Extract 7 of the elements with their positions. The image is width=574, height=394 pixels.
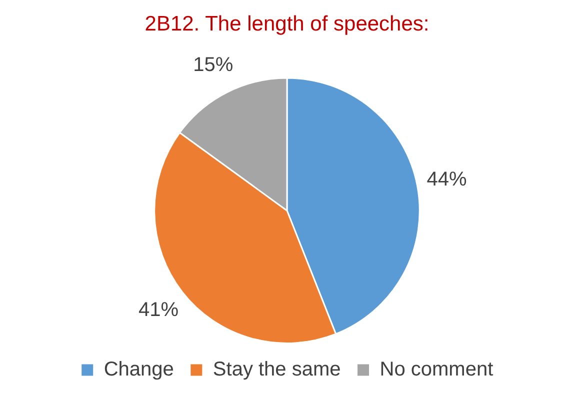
legend-label: No comment xyxy=(380,358,494,381)
data-label: 15% xyxy=(193,54,234,76)
data-label: 41% xyxy=(138,298,179,321)
chart-title: 2B12. The length of speeches: xyxy=(144,12,430,36)
legend-label: Stay the same xyxy=(212,358,341,381)
legend-label: Change xyxy=(104,358,174,381)
data-label: 44% xyxy=(426,168,467,191)
